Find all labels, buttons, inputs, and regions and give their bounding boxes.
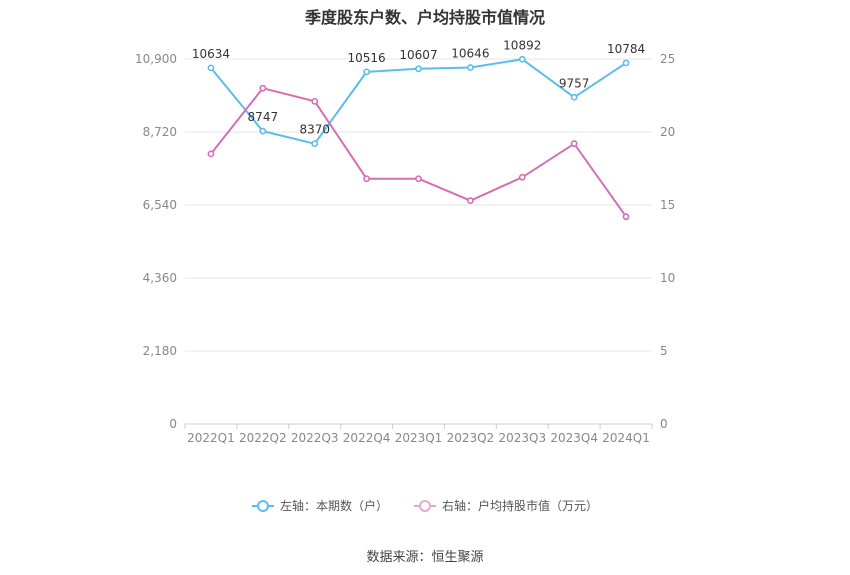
data-label: 10516 [348, 51, 386, 65]
x-tick-label: 2022Q3 [291, 431, 339, 445]
y-right-tick-label: 20 [660, 125, 675, 139]
data-point-avg-value [311, 97, 319, 105]
y-right-tick-label: 25 [660, 52, 675, 66]
data-label: 8370 [299, 123, 330, 137]
data-label: 9757 [559, 76, 590, 90]
data-label: 10646 [451, 47, 489, 61]
x-tick-label: 2024Q1 [602, 431, 650, 445]
data-point-holders [363, 68, 371, 76]
data-label: 10784 [607, 42, 645, 56]
data-point-avg-value [570, 140, 578, 148]
x-tick-label: 2023Q2 [447, 431, 495, 445]
data-point-avg-value [466, 197, 474, 205]
chart-title: 季度股东户数、户均持股市值情况 [304, 8, 545, 27]
y-right-tick-label: 10 [660, 271, 675, 285]
x-tick-label: 2023Q1 [395, 431, 443, 445]
y-left-tick-label: 10,900 [135, 52, 177, 66]
data-point-holders [207, 64, 215, 72]
data-point-avg-value [363, 175, 371, 183]
data-label: 10634 [192, 47, 230, 61]
y-right-tick-label: 15 [660, 198, 675, 212]
data-point-holders [259, 127, 267, 135]
legend-item-right-series[interactable]: 右轴：户均持股市值（万元） [414, 497, 598, 514]
data-label: 10607 [399, 48, 437, 62]
data-point-avg-value [259, 84, 267, 92]
legend-swatch-right-icon [414, 499, 436, 512]
data-point-avg-value [415, 175, 422, 183]
data-label: 8747 [248, 110, 279, 124]
data-point-holders [466, 64, 474, 71]
x-tick-label: 2023Q4 [550, 431, 598, 445]
y-left-tick-label: 6,540 [143, 198, 177, 212]
data-point-avg-value [518, 173, 526, 181]
data-point-avg-value [207, 150, 215, 158]
legend-label-right: 右轴：户均持股市值（万元） [442, 499, 599, 513]
y-left-tick-label: 8,720 [143, 125, 177, 139]
x-tick-label: 2023Q3 [498, 431, 546, 445]
x-tick-label: 2022Q1 [187, 431, 235, 445]
legend-swatch-left-icon [251, 499, 274, 512]
y-right-tick-label: 0 [660, 417, 668, 431]
data-point-holders [311, 140, 319, 148]
data-point-holders [622, 59, 630, 67]
data-point-avg-value [622, 213, 630, 221]
legend-label-left: 左轴：本期数（户） [279, 499, 388, 513]
y-left-tick-label: 2,180 [143, 344, 177, 358]
data-point-holders [415, 65, 422, 73]
data-point-holders [570, 93, 578, 101]
data-label: 10892 [503, 38, 541, 52]
legend-item-left-series[interactable]: 左轴：本期数（户） [251, 497, 388, 514]
y-left-tick-label: 0 [169, 417, 177, 431]
data-point-holders [518, 55, 526, 63]
y-left-tick-label: 4,360 [143, 271, 177, 285]
chart-legend: 左轴：本期数（户） 右轴：户均持股市值（万元） [0, 497, 850, 514]
x-tick-label: 2022Q2 [239, 431, 287, 445]
data-source-note: 数据来源：恒生聚源 [366, 550, 484, 565]
y-right-tick-label: 5 [660, 344, 668, 358]
series-line-avg-value [210, 87, 627, 218]
x-tick-label: 2022Q4 [343, 431, 391, 445]
